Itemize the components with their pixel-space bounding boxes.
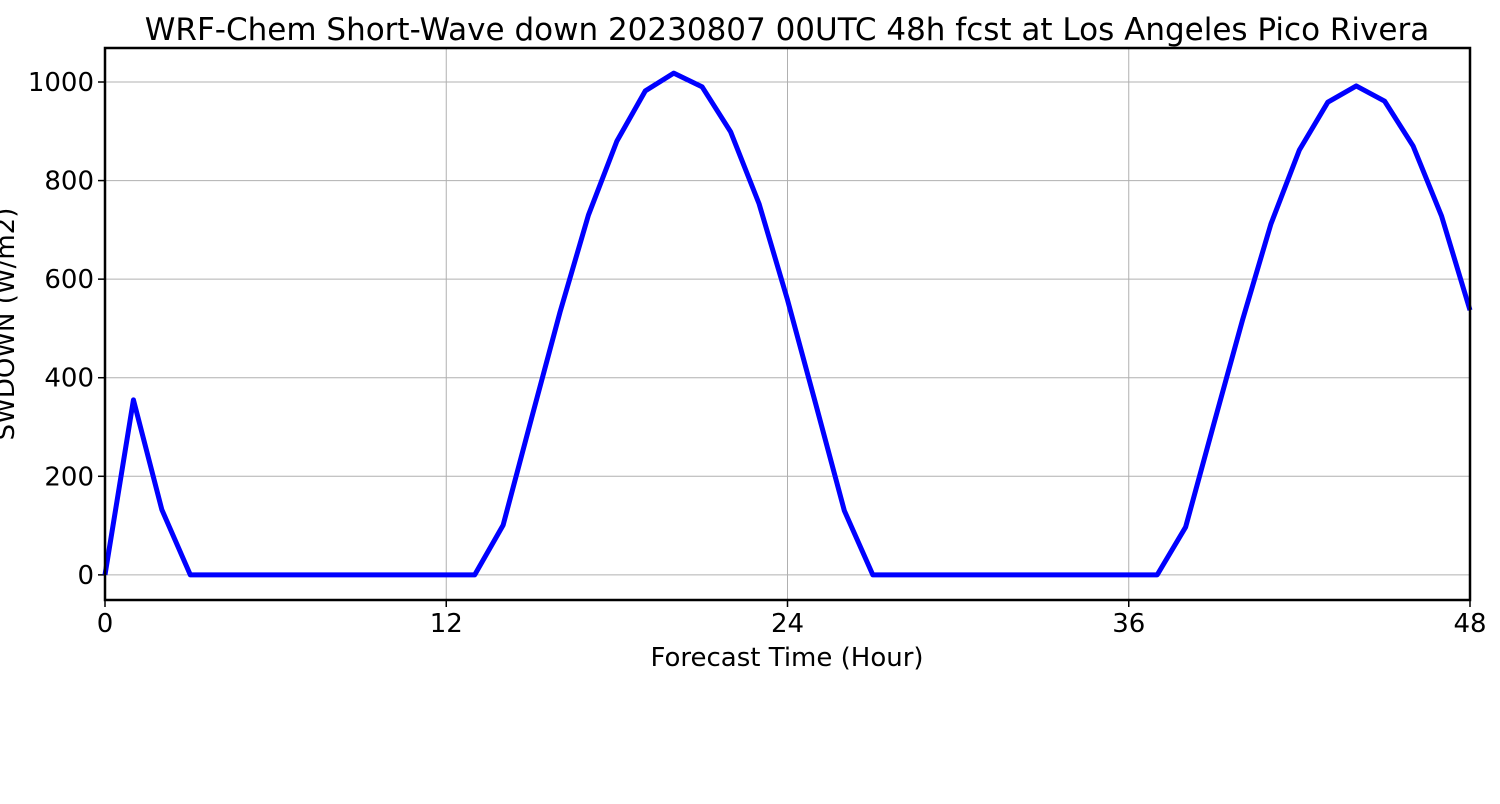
y-tick-label: 1000: [28, 68, 94, 98]
x-tick-label: 36: [1112, 609, 1145, 639]
x-tick-label: 24: [771, 609, 804, 639]
x-tick-label: 48: [1453, 609, 1486, 639]
plot-frame: [103, 46, 1472, 602]
series: [102, 70, 1473, 578]
ticks: 0 12 24 36 48 0 200 400 600 800 1000: [28, 68, 1487, 639]
y-tick-label: 400: [44, 364, 94, 394]
grid: [104, 48, 1471, 600]
y-tick-label: 800: [44, 167, 94, 197]
y-tick-label: 0: [77, 561, 94, 591]
x-axis-label: Forecast Time (Hour): [650, 643, 923, 673]
y-tick-label: 600: [44, 265, 94, 295]
y-axis-label: SWDOWN (W/m2): [0, 208, 21, 441]
chart-title: WRF-Chem Short-Wave down 20230807 00UTC …: [145, 12, 1429, 48]
x-tick-label: 12: [430, 609, 463, 639]
y-tick-label: 200: [44, 462, 94, 492]
x-tick-label: 0: [97, 609, 114, 639]
series-line-swdown: [102, 70, 1473, 578]
